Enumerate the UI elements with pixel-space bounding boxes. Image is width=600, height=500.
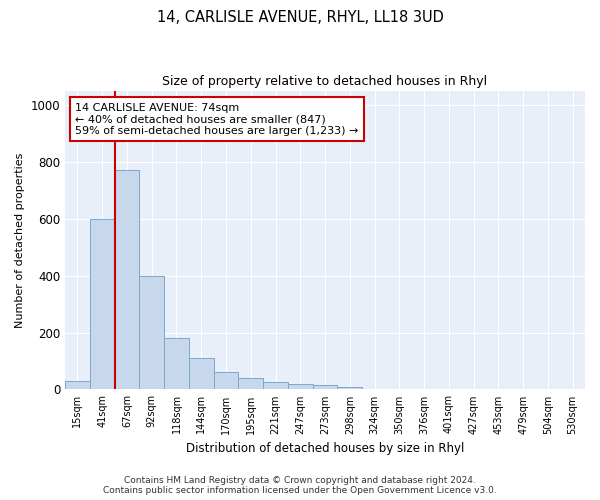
Bar bbox=[362, 388, 387, 390]
Bar bbox=[214, 372, 238, 390]
Bar bbox=[412, 389, 436, 390]
X-axis label: Distribution of detached houses by size in Rhyl: Distribution of detached houses by size … bbox=[186, 442, 464, 455]
Bar bbox=[313, 385, 337, 390]
Bar bbox=[139, 276, 164, 390]
Bar bbox=[115, 170, 139, 390]
Bar bbox=[263, 382, 288, 390]
Bar bbox=[189, 358, 214, 390]
Bar bbox=[337, 387, 362, 390]
Title: Size of property relative to detached houses in Rhyl: Size of property relative to detached ho… bbox=[163, 75, 488, 88]
Bar bbox=[90, 218, 115, 390]
Bar bbox=[238, 378, 263, 390]
Text: Contains HM Land Registry data © Crown copyright and database right 2024.
Contai: Contains HM Land Registry data © Crown c… bbox=[103, 476, 497, 495]
Bar bbox=[288, 384, 313, 390]
Bar bbox=[65, 381, 90, 390]
Bar bbox=[387, 389, 412, 390]
Text: 14, CARLISLE AVENUE, RHYL, LL18 3UD: 14, CARLISLE AVENUE, RHYL, LL18 3UD bbox=[157, 10, 443, 25]
Y-axis label: Number of detached properties: Number of detached properties bbox=[15, 152, 25, 328]
Text: 14 CARLISLE AVENUE: 74sqm
← 40% of detached houses are smaller (847)
59% of semi: 14 CARLISLE AVENUE: 74sqm ← 40% of detac… bbox=[76, 102, 359, 136]
Bar bbox=[164, 338, 189, 390]
